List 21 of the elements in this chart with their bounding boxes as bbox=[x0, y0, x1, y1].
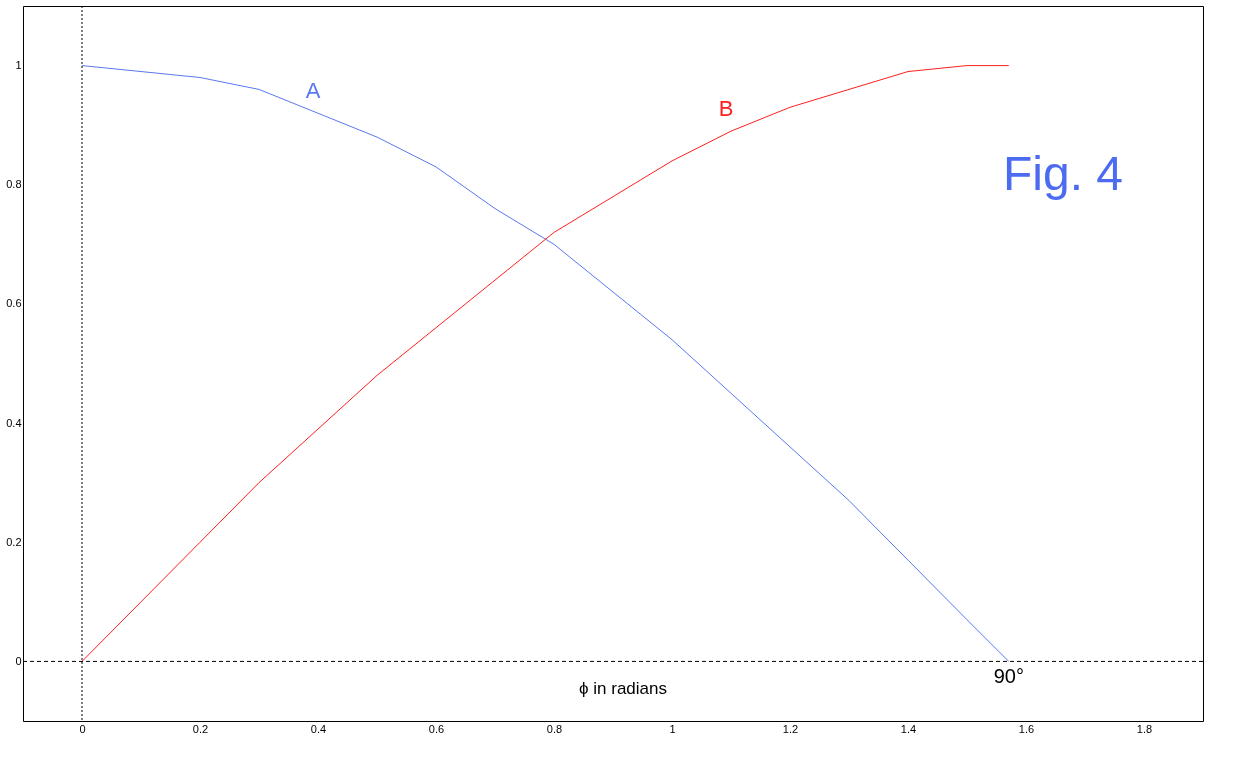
x-tick-label: 1.2 bbox=[782, 722, 799, 735]
series-label: B bbox=[718, 96, 734, 122]
x-tick-label: 0.4 bbox=[310, 722, 327, 735]
x-tick-label: 0.6 bbox=[428, 722, 445, 735]
annotation: Fig. 4 bbox=[1002, 147, 1123, 200]
y-tick-label: 0.8 bbox=[6, 178, 22, 191]
x-tick-label: 1 bbox=[669, 722, 676, 735]
y-tick-label: 0 bbox=[15, 654, 22, 667]
x-tick-label: 0.8 bbox=[546, 722, 563, 735]
x-tick-label: 1.6 bbox=[1018, 722, 1035, 735]
y-tick-label: 0.4 bbox=[6, 416, 22, 429]
x-tick-label: 1.8 bbox=[1136, 722, 1153, 735]
y-tick-label: 0.2 bbox=[6, 535, 22, 548]
x-tick-label: 0 bbox=[79, 722, 86, 735]
annotation: 90° bbox=[993, 665, 1024, 688]
series-label: A bbox=[305, 78, 321, 104]
x-tick-label: 1.4 bbox=[900, 722, 917, 735]
y-tick-label: 1 bbox=[15, 59, 22, 72]
y-tick-label: 0.6 bbox=[6, 297, 22, 310]
x-axis-title: ϕ in radians bbox=[579, 679, 667, 698]
x-tick-label: 0.2 bbox=[192, 722, 209, 735]
